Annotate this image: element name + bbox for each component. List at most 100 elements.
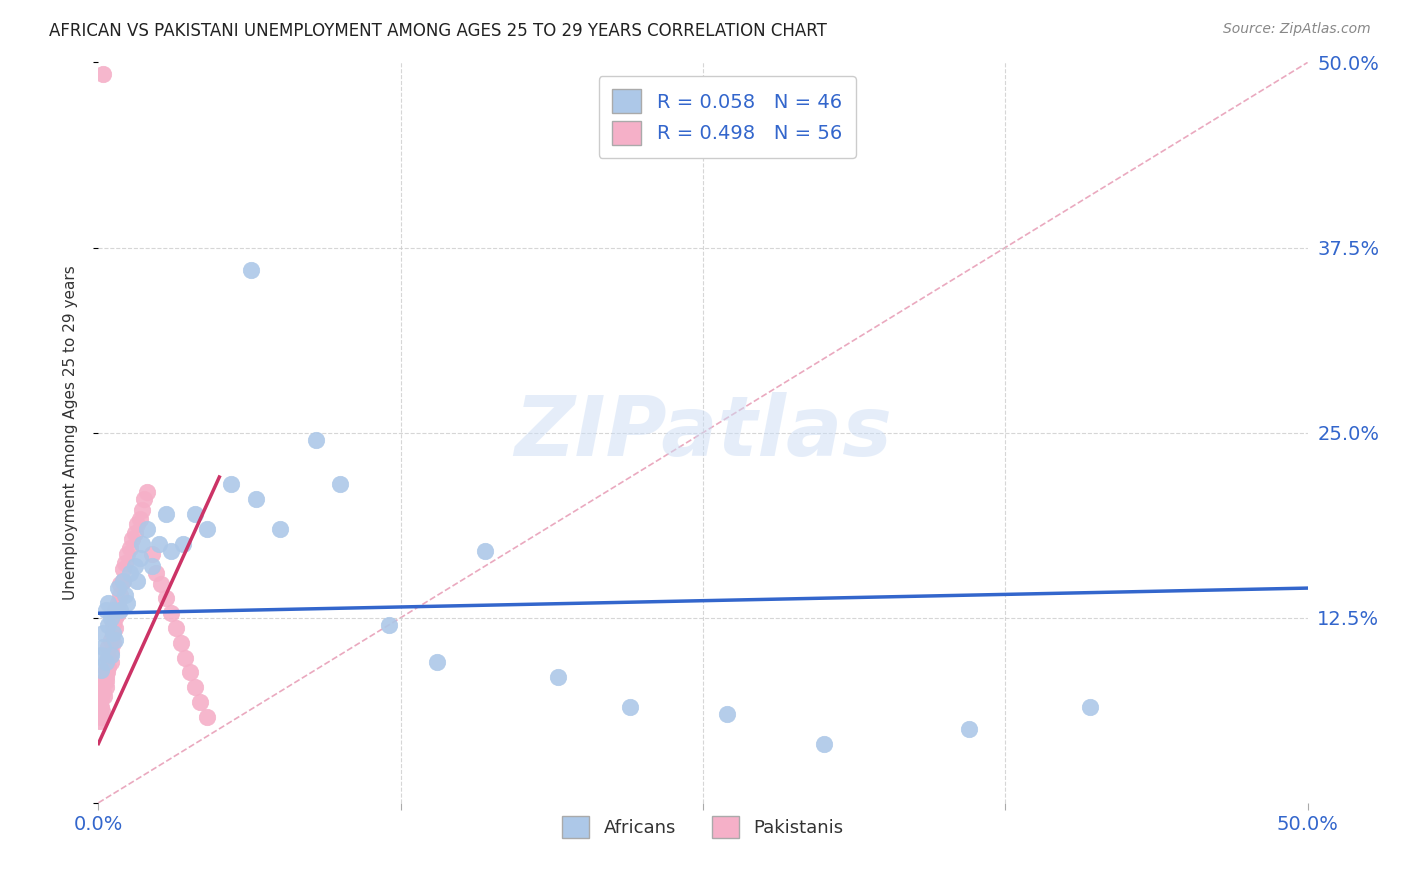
Point	[97, 618, 120, 632]
Point	[89, 706, 111, 721]
Point	[131, 536, 153, 550]
Point	[118, 566, 141, 581]
Point	[127, 517, 149, 532]
Point	[100, 610, 122, 624]
Point	[94, 674, 117, 689]
Text: Source: ZipAtlas.com: Source: ZipAtlas.com	[1223, 22, 1371, 37]
Point	[91, 67, 114, 81]
Point	[90, 710, 112, 724]
Point	[107, 596, 129, 610]
Point	[100, 645, 122, 659]
Point	[100, 655, 122, 669]
Point	[97, 640, 120, 655]
Point	[101, 618, 124, 632]
Point	[377, 618, 399, 632]
Point	[97, 650, 120, 665]
Point	[121, 533, 143, 547]
Point	[97, 596, 120, 610]
Point	[269, 522, 291, 536]
Point	[104, 632, 127, 647]
Legend: Africans, Pakistanis: Africans, Pakistanis	[555, 809, 851, 846]
Point	[172, 536, 194, 550]
Point	[305, 433, 328, 447]
Point	[134, 492, 156, 507]
Text: ZIPatlas: ZIPatlas	[515, 392, 891, 473]
Point	[90, 699, 112, 714]
Point	[128, 511, 150, 525]
Point	[148, 536, 170, 550]
Point	[184, 681, 207, 695]
Point	[547, 670, 569, 684]
Point	[716, 706, 738, 721]
Point	[114, 589, 136, 603]
Point	[174, 650, 197, 665]
Point	[141, 547, 163, 561]
Point	[179, 665, 201, 680]
Point	[108, 603, 131, 617]
Y-axis label: Unemployment Among Ages 25 to 29 years: Unemployment Among Ages 25 to 29 years	[63, 265, 77, 600]
Point	[93, 689, 115, 703]
Point	[94, 655, 117, 669]
Point	[117, 596, 139, 610]
Point	[91, 685, 114, 699]
Point	[957, 722, 980, 736]
Point	[104, 603, 127, 617]
Point	[100, 632, 122, 647]
Point	[619, 699, 641, 714]
Point	[94, 681, 117, 695]
Point	[188, 695, 211, 709]
Point	[155, 591, 177, 606]
Point	[101, 625, 124, 640]
Point	[141, 558, 163, 573]
Point	[91, 685, 114, 699]
Point	[184, 507, 207, 521]
Point	[89, 714, 111, 729]
Point	[145, 566, 167, 581]
Point	[94, 663, 117, 677]
Point	[329, 477, 352, 491]
Point	[100, 648, 122, 662]
Point	[107, 581, 129, 595]
Point	[131, 502, 153, 516]
Point	[107, 607, 129, 621]
Point	[96, 665, 118, 680]
Point	[101, 636, 124, 650]
Point	[108, 589, 131, 603]
Point	[117, 547, 139, 561]
Point	[91, 704, 114, 718]
Point	[101, 625, 124, 640]
Point	[91, 625, 114, 640]
Point	[90, 692, 112, 706]
Text: AFRICAN VS PAKISTANI UNEMPLOYMENT AMONG AGES 25 TO 29 YEARS CORRELATION CHART: AFRICAN VS PAKISTANI UNEMPLOYMENT AMONG …	[49, 22, 827, 40]
Point	[127, 574, 149, 588]
Point	[94, 670, 117, 684]
Point	[124, 558, 146, 573]
Point	[135, 484, 157, 499]
Point	[160, 544, 183, 558]
Point	[108, 576, 131, 591]
Point	[104, 610, 127, 624]
Point	[195, 522, 218, 536]
Point	[474, 544, 496, 558]
Point	[91, 677, 114, 691]
Point	[165, 621, 187, 635]
Point	[90, 648, 112, 662]
Point	[239, 262, 262, 277]
Point	[135, 522, 157, 536]
Point	[124, 526, 146, 541]
Point	[169, 636, 191, 650]
Point	[90, 663, 112, 677]
Point	[118, 541, 141, 555]
Point	[114, 556, 136, 570]
Point	[111, 562, 134, 576]
Point	[128, 551, 150, 566]
Point	[104, 621, 127, 635]
Point	[245, 492, 267, 507]
Point	[155, 507, 177, 521]
Point	[111, 574, 134, 588]
Point	[160, 607, 183, 621]
Point	[101, 603, 124, 617]
Point	[97, 659, 120, 673]
Point	[221, 477, 243, 491]
Point	[813, 737, 835, 751]
